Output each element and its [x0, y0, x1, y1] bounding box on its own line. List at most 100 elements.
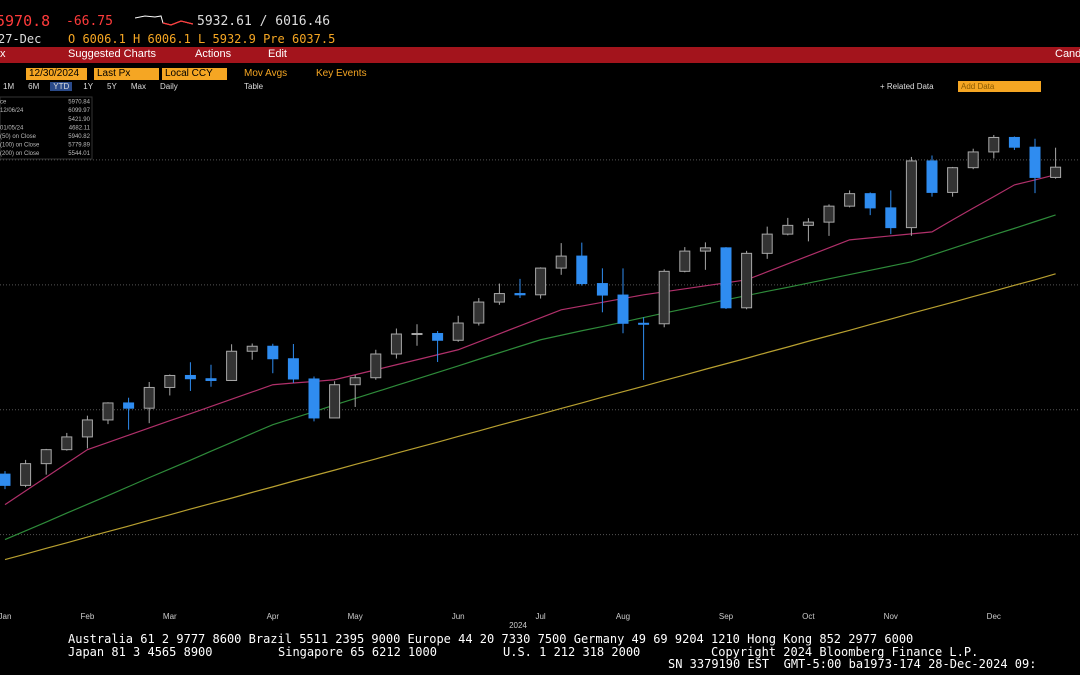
candle-body: [823, 205, 835, 223]
candle-body: [329, 384, 341, 419]
legend-value: 5779.89: [68, 143, 90, 149]
candle-body: [679, 250, 691, 272]
period-button[interactable]: 6M: [28, 82, 40, 91]
actions[interactable]: Actions: [195, 48, 232, 60]
candle-body: [988, 136, 1000, 153]
candle-body: [802, 221, 814, 226]
candle-body: [782, 224, 794, 235]
candle-body: [349, 377, 361, 386]
period-button[interactable]: 1M: [3, 82, 15, 91]
candle-body: [411, 333, 423, 336]
menu-left[interactable]: x: [0, 48, 6, 60]
candle-body: [535, 267, 547, 296]
legend-label: 01/05/24: [0, 125, 24, 131]
date: 27-Dec: [0, 32, 42, 46]
candle-body: [1050, 166, 1062, 178]
candle-body: [638, 322, 650, 325]
field[interactable]: Last Px: [94, 68, 159, 80]
period-button[interactable]: Daily: [159, 82, 178, 91]
moving-average: [4, 273, 1056, 561]
candle-body: [905, 160, 917, 229]
candle-body: [555, 255, 567, 269]
x-tick-label: Feb: [81, 612, 95, 621]
candle-body: [184, 374, 196, 380]
chart-type[interactable]: Cand: [1055, 48, 1080, 60]
x-tick-label: Mar: [163, 612, 177, 621]
moving-average: [4, 214, 1056, 541]
candle-body: [0, 473, 11, 486]
date-field[interactable]: 12/30/2024: [26, 68, 87, 80]
chart: 2024 Jan Feb Mar Apr May Jun Jul Aug Sep Oct Nov De…: [0, 96, 1080, 630]
legend-value: 4682.11: [69, 125, 91, 131]
legend-label: ce: [0, 100, 7, 106]
candle-body: [143, 386, 155, 409]
x-tick-label: May: [348, 612, 363, 621]
candle-body: [102, 402, 114, 421]
x-tick-label: Jun: [452, 612, 465, 621]
candle-body: [514, 293, 526, 296]
candle-body: [699, 247, 711, 252]
candle-body: [658, 270, 670, 325]
candle-body: [81, 419, 93, 438]
menu-bar: x Suggested Charts Actions Edit Cand: [0, 47, 1080, 63]
candle-body: [390, 333, 402, 355]
legend-label: (100) on Close: [0, 143, 40, 149]
legend-label: (200) on Close: [0, 151, 40, 157]
period-button[interactable]: 1Y: [83, 82, 94, 91]
key-events[interactable]: Key Events: [316, 68, 367, 79]
change: -66.75: [66, 14, 113, 29]
x-tick-label: Apr: [267, 612, 280, 621]
footer-2d: Copyright 2024 Bloomberg Finance L.P.: [711, 645, 979, 659]
footer-2a: Japan 81 3 4565 8900: [68, 645, 213, 659]
related-data[interactable]: + Related Data: [880, 82, 934, 91]
x-tick-label: Jan: [0, 612, 11, 621]
add-data[interactable]: Add Data: [958, 81, 1041, 92]
candle-body: [123, 402, 135, 409]
footer-2b: Singapore 65 6212 1000: [278, 645, 437, 659]
period-button[interactable]: 5Y: [107, 82, 117, 91]
x-tick-label: Aug: [616, 612, 630, 621]
x-tick-label: Nov: [884, 612, 898, 621]
x-tick-label: Oct: [802, 612, 815, 621]
footer-1: Australia 61 2 9777 8600 Brazil 5511 239…: [68, 632, 914, 646]
candle-body: [432, 333, 444, 341]
edit[interactable]: Edit: [268, 48, 287, 60]
candle-body: [844, 193, 856, 207]
candle-body: [926, 160, 938, 193]
candle-body: [864, 193, 876, 209]
x-tick-label: Dec: [987, 612, 1001, 621]
ohlc: O 6006.1 H 6006.1 L 5932.9 Pre 6037.5: [68, 32, 336, 46]
candle-body: [596, 283, 608, 296]
candle-body: [267, 345, 279, 360]
candle-body: [287, 358, 299, 380]
candle-body: [617, 294, 629, 324]
legend-value: 5970.84: [68, 100, 90, 106]
candle-body: [947, 167, 959, 193]
candle-body: [308, 378, 320, 419]
legend-box: [0, 96, 93, 160]
candle-body: [61, 436, 73, 451]
candle-body: [885, 207, 897, 229]
mov-avgs[interactable]: Mov Avgs: [244, 68, 288, 79]
period-button[interactable]: YTD: [50, 82, 73, 91]
candle-body: [576, 255, 588, 285]
last-price: 5970.8: [0, 12, 51, 30]
candle-body: [761, 233, 773, 254]
currency[interactable]: Local CCY: [162, 68, 227, 80]
period-button[interactable]: Max: [130, 82, 146, 91]
period-bar: 1M 6M YTD 1Y 5Y Max Daily: [0, 82, 189, 91]
footer-2c: U.S. 1 212 318 2000: [503, 645, 641, 659]
candle-body: [20, 463, 32, 486]
x-tick-label: Sep: [719, 612, 734, 621]
candle-body: [370, 353, 382, 379]
legend-label: 12/06/24: [0, 108, 24, 114]
legend-value: 5421.90: [68, 117, 90, 123]
legend-label: (50) on Close: [0, 134, 37, 140]
candle-body: [452, 322, 464, 341]
candle-body: [473, 301, 485, 324]
range: 5932.61 / 6016.46: [197, 14, 331, 29]
table[interactable]: Table: [244, 82, 264, 91]
suggested-charts[interactable]: Suggested Charts: [68, 48, 157, 60]
candle-body: [226, 350, 238, 381]
